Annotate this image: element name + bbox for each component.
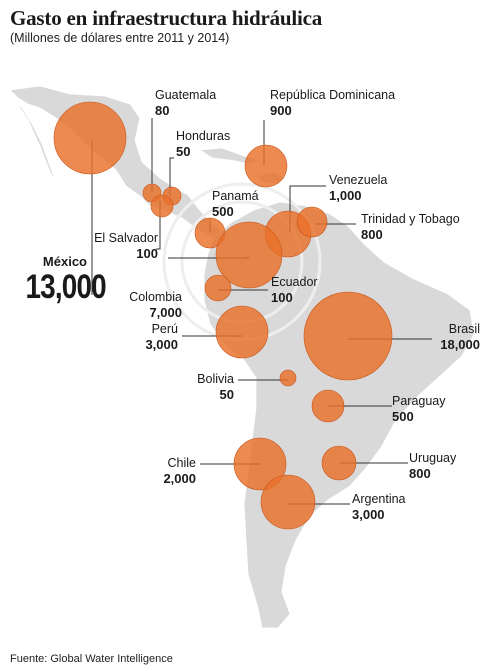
country-name: México (42, 254, 87, 269)
label-paraguay: Paraguay 500 (392, 394, 446, 424)
bubble-argentina (260, 474, 316, 530)
country-name: Brasil (448, 322, 480, 336)
country-value: 2,000 (163, 471, 196, 486)
label-venezuela: Venezuela 1,000 (329, 173, 387, 203)
country-value: 1,000 (329, 188, 362, 203)
country-value: 18,000 (440, 337, 480, 352)
label-argentina: Argentina 3,000 (352, 492, 406, 522)
label-brasil: Brasil 18,000 (420, 322, 480, 352)
bubble-paraguay (311, 389, 345, 423)
label-republica-dominicana: República Dominicana 900 (270, 88, 395, 118)
country-value: 900 (270, 103, 292, 118)
country-value: 7,000 (149, 305, 182, 320)
country-value: 50 (176, 144, 191, 159)
country-name: Colombia (129, 290, 182, 304)
bubbles (53, 101, 393, 530)
bubble-republica-dominicana (244, 144, 288, 188)
label-honduras: Honduras 50 (176, 129, 230, 159)
bubble-colombia (215, 221, 283, 289)
country-value: 3,000 (352, 507, 385, 522)
country-name: Perú (151, 322, 178, 336)
label-mexico: México 13,000 (12, 254, 107, 306)
label-ecuador: Ecuador 100 (271, 275, 318, 305)
country-name: Chile (167, 456, 197, 470)
label-peru: Perú 3,000 (120, 322, 178, 352)
bubble-el-salvador (150, 194, 174, 218)
country-value: 100 (271, 290, 293, 305)
source-note: Fuente: Global Water Intelligence (10, 653, 173, 665)
country-name: Paraguay (392, 394, 446, 408)
bubble-peru (215, 305, 269, 359)
country-name: Panamá (212, 189, 259, 203)
bubble-uruguay (321, 445, 357, 481)
bubble-bolivia (279, 369, 297, 387)
label-chile: Chile 2,000 (136, 456, 196, 486)
country-value: 800 (361, 227, 383, 242)
country-name: Venezuela (329, 173, 388, 187)
map-title: Gasto en infraestructura hidráulica (10, 6, 323, 30)
label-panama: Panamá 500 (212, 189, 259, 219)
bubble-ecuador (204, 274, 232, 302)
country-value: 50 (219, 387, 234, 402)
country-name: Guatemala (155, 88, 217, 102)
country-name: El Salvador (94, 231, 158, 245)
label-uruguay: Uruguay 800 (409, 451, 456, 481)
country-value: 500 (212, 204, 234, 219)
label-el-salvador: El Salvador 100 (86, 231, 158, 261)
country-name: Trinidad y Tobago (361, 212, 460, 226)
map-subtitle: (Millones de dólares entre 2011 y 2014) (10, 31, 230, 45)
country-name: Argentina (352, 492, 406, 506)
label-trinidad-tobago: Trinidad y Tobago 800 (361, 212, 460, 242)
country-value: 100 (136, 246, 158, 261)
country-name: Ecuador (271, 275, 318, 289)
label-colombia: Colombia 7,000 (106, 290, 182, 320)
country-name: Honduras (176, 129, 231, 143)
country-name: República Dominicana (270, 88, 396, 102)
bubble-chile (233, 437, 287, 491)
country-name: Uruguay (409, 451, 457, 465)
bubble-trinidad-tobago (296, 206, 328, 238)
country-name: Bolivia (197, 372, 234, 386)
country-value: 80 (155, 103, 170, 118)
country-value: 800 (409, 466, 431, 481)
label-bolivia: Bolivia 50 (170, 372, 234, 402)
bubble-brasil (303, 291, 393, 381)
country-value: 500 (392, 409, 414, 424)
country-value: 13,000 (25, 268, 107, 306)
label-guatemala: Guatemala 80 (155, 88, 216, 118)
bubble-mexico (53, 101, 127, 175)
country-value: 3,000 (145, 337, 178, 352)
